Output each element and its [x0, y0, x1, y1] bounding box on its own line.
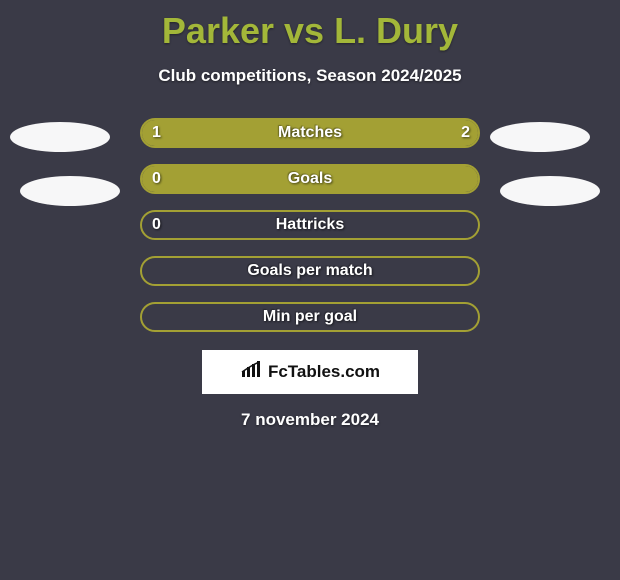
date-text: 7 november 2024: [0, 410, 620, 430]
stat-row: Hattricks0: [0, 210, 620, 240]
bar-track: [140, 118, 480, 148]
bar-track: [140, 210, 480, 240]
bar-right-fill: [142, 166, 478, 192]
subtitle: Club competitions, Season 2024/2025: [0, 66, 620, 86]
stat-row: Goals per match: [0, 256, 620, 286]
stat-row: Goals0: [0, 164, 620, 194]
stat-left-value: 0: [152, 210, 161, 240]
bar-track: [140, 164, 480, 194]
source-badge: FcTables.com: [202, 350, 418, 394]
stat-row: Matches12: [0, 118, 620, 148]
bar-right-fill: [254, 120, 478, 146]
page-title: Parker vs L. Dury: [0, 0, 620, 52]
bar-chart-icon: [240, 361, 262, 384]
stat-row: Min per goal: [0, 302, 620, 332]
stat-right-value: 2: [461, 118, 470, 148]
bar-track: [140, 256, 480, 286]
stats-rows: Matches12Goals0Hattricks0Goals per match…: [0, 118, 620, 332]
stat-left-value: 1: [152, 118, 161, 148]
bar-track: [140, 302, 480, 332]
stat-left-value: 0: [152, 164, 161, 194]
badge-text: FcTables.com: [268, 362, 380, 382]
